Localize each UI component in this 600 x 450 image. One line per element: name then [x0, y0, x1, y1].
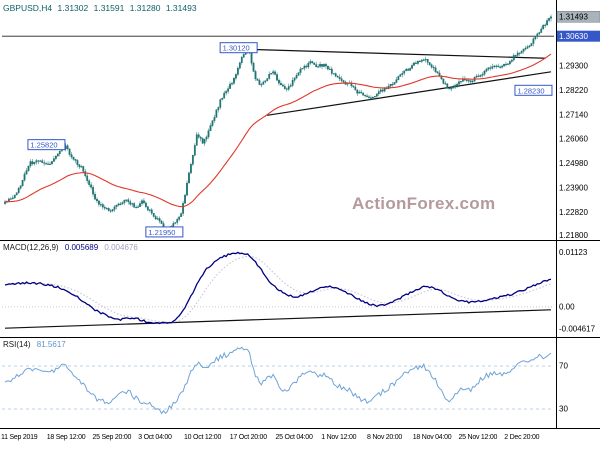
- panel-separators: [0, 0, 600, 429]
- rsi-layer: [2, 346, 554, 415]
- svg-text:18 Sep 12:00: 18 Sep 12:00: [47, 434, 86, 441]
- svg-text:1.21950: 1.21950: [148, 228, 175, 237]
- svg-text:70: 70: [559, 362, 568, 371]
- svg-text:8 Nov 20:00: 8 Nov 20:00: [367, 434, 402, 441]
- svg-text:11 Sep 2019: 11 Sep 2019: [1, 434, 38, 441]
- swing-markers[interactable]: 1.25820 1.21950 1.30120 1.28230: [27, 42, 553, 238]
- price-trendlines[interactable]: [245, 48, 552, 116]
- svg-text:1.28230: 1.28230: [517, 86, 544, 95]
- svg-text:2 Dec 20:00: 2 Dec 20:00: [504, 434, 539, 441]
- svg-text:10 Oct 12:00: 10 Oct 12:00: [184, 434, 221, 441]
- svg-text:1 Nov 12:00: 1 Nov 12:00: [321, 434, 356, 441]
- svg-text:25 Sep 20:00: 25 Sep 20:00: [93, 434, 132, 441]
- svg-text:1.28220: 1.28220: [559, 86, 588, 95]
- svg-text:1.25820: 1.25820: [30, 141, 57, 150]
- svg-text:17 Oct 20:00: 17 Oct 20:00: [230, 434, 267, 441]
- svg-text:1.26060: 1.26060: [559, 135, 588, 144]
- time-axis-labels: 11 Sep 2019 18 Sep 12:00 25 Sep 20:00 3 Oct…: [1, 434, 540, 441]
- axis-price-boxes: 1.31493 1.30630: [556, 10, 600, 42]
- svg-text:1.21800: 1.21800: [559, 231, 588, 240]
- svg-text:3 Oct 04:00: 3 Oct 04:00: [138, 434, 172, 441]
- svg-text:30: 30: [559, 405, 568, 414]
- svg-text:1.30120: 1.30120: [223, 44, 250, 53]
- svg-text:1.31493: 1.31493: [559, 13, 588, 22]
- svg-text:1.29300: 1.29300: [559, 62, 588, 71]
- svg-text:0.01123: 0.01123: [559, 248, 588, 257]
- svg-text:18 Nov 04:00: 18 Nov 04:00: [413, 434, 452, 441]
- moving-average-line: [5, 53, 552, 208]
- candles-layer: [4, 14, 552, 233]
- price-axis-labels: 1.29300 1.28220 1.27140 1.26060 1.24980 1.239…: [559, 62, 596, 414]
- svg-text:1.23900: 1.23900: [559, 183, 588, 192]
- svg-text:1.27140: 1.27140: [559, 110, 588, 119]
- svg-text:25 Oct 04:00: 25 Oct 04:00: [276, 434, 313, 441]
- macd-layer: [2, 251, 554, 329]
- svg-text:0.00: 0.00: [559, 302, 575, 311]
- svg-text:1.30630: 1.30630: [559, 32, 588, 41]
- svg-text:25 Nov 12:00: 25 Nov 12:00: [459, 434, 498, 441]
- svg-text:1.22820: 1.22820: [559, 208, 588, 217]
- svg-text:-0.004617: -0.004617: [559, 325, 596, 334]
- svg-text:1.24980: 1.24980: [559, 159, 588, 168]
